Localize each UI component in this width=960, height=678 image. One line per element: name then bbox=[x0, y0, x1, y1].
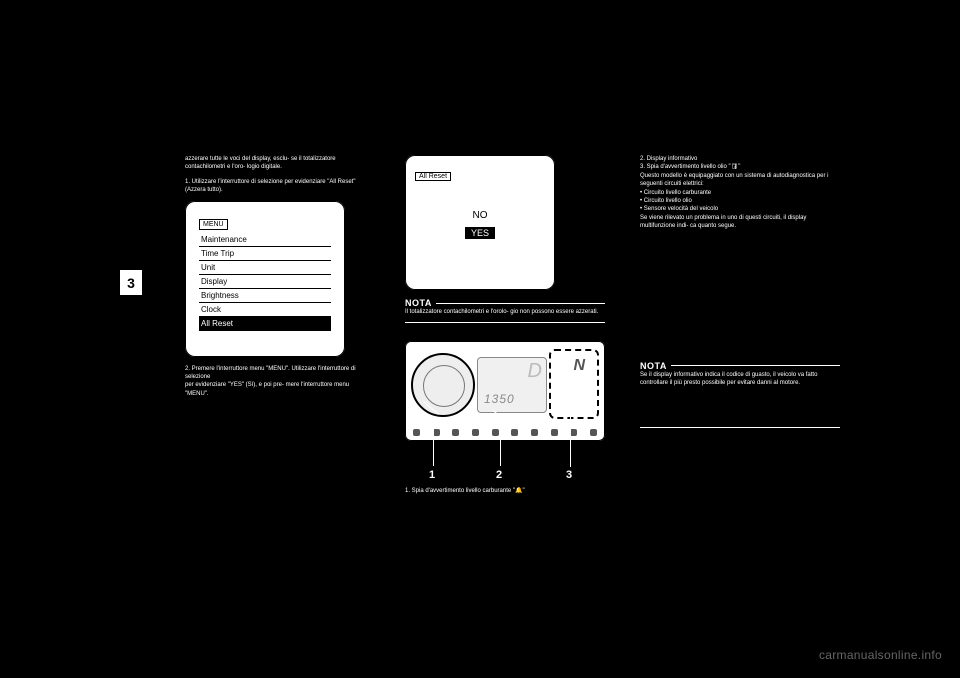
menu-header: MENU bbox=[199, 219, 228, 230]
indicator-icon bbox=[492, 429, 499, 436]
nota-header-1: NOTA bbox=[405, 298, 605, 308]
indicator-icon bbox=[511, 429, 518, 436]
menu-item-display[interactable]: Display bbox=[199, 275, 331, 289]
column-2: All Reset NO YES NOTA Il totalizzatore c… bbox=[405, 155, 605, 441]
indicator-icon bbox=[531, 429, 538, 436]
neutral-indicator: N bbox=[573, 357, 585, 375]
nota-header-2: NOTA bbox=[640, 361, 840, 371]
indicator-icon bbox=[472, 429, 479, 436]
reset-no[interactable]: NO bbox=[405, 210, 555, 221]
nota-label: NOTA bbox=[640, 361, 667, 371]
nota-text-2: Se il display informativo indica il codi… bbox=[640, 371, 840, 388]
indicator-icon bbox=[452, 429, 459, 436]
indicator-icon bbox=[413, 429, 420, 436]
nota-rule bbox=[436, 303, 605, 304]
reset-yes[interactable]: YES bbox=[465, 227, 495, 239]
step-1: 1. Utilizzare l'interruttore di selezion… bbox=[185, 178, 365, 195]
nota-text-1: Il totalizzatore contachilometri e l'oro… bbox=[405, 308, 605, 316]
callout-line-3 bbox=[570, 417, 571, 467]
watermark: carmanualsonline.info bbox=[819, 648, 942, 662]
lcd-display: D 1350 bbox=[477, 357, 547, 413]
nota-rule bbox=[671, 365, 840, 366]
callout-2: 2 bbox=[496, 469, 502, 481]
callout-1: 1 bbox=[429, 469, 435, 481]
step-2b: per evidenziare "YES" (Sì), e poi pre- m… bbox=[185, 381, 365, 398]
menu-panel: MENU Maintenance Time Trip Unit Display … bbox=[185, 201, 345, 357]
figure-caption: 1. Spia d'avvertimento livello carburant… bbox=[405, 487, 605, 494]
reset-panel: All Reset NO YES bbox=[405, 155, 555, 290]
divider bbox=[405, 322, 605, 323]
intro-text: azzerare tutte le voci del display, escl… bbox=[185, 155, 365, 172]
indicator-icon bbox=[551, 429, 558, 436]
nota-label: NOTA bbox=[405, 298, 432, 308]
divider bbox=[640, 427, 840, 428]
indicator-icon bbox=[590, 429, 597, 436]
section-tab: 3 bbox=[120, 270, 142, 295]
dashboard-figure: D 1350 N bbox=[405, 341, 605, 441]
tachometer-gauge bbox=[411, 353, 475, 417]
manual-page: 3 azzerare tutte le voci del display, es… bbox=[0, 0, 960, 678]
menu-item-brightness[interactable]: Brightness bbox=[199, 289, 331, 303]
step-2a: 2. Premere l'interruttore menu "MENU". U… bbox=[185, 365, 365, 382]
indicator-icon bbox=[570, 429, 577, 436]
callout-3: 3 bbox=[566, 469, 572, 481]
dashboard-panel: D 1350 N bbox=[405, 341, 605, 441]
reset-options: NO YES bbox=[405, 210, 555, 239]
column-3: 2. Display informativo 3. Spia d'avverti… bbox=[640, 155, 840, 428]
menu-item-all-reset[interactable]: All Reset bbox=[199, 317, 331, 331]
menu-item-unit[interactable]: Unit bbox=[199, 261, 331, 275]
speed-readout: 1350 bbox=[484, 392, 515, 406]
menu-item-maintenance[interactable]: Maintenance bbox=[199, 233, 331, 247]
column-1: azzerare tutte le voci del display, escl… bbox=[185, 155, 365, 398]
gear-indicator: D bbox=[528, 360, 542, 383]
callout-line-2 bbox=[500, 426, 501, 466]
callout-line-1 bbox=[433, 426, 434, 466]
reset-badge: All Reset bbox=[415, 172, 451, 181]
menu-item-time-trip[interactable]: Time Trip bbox=[199, 247, 331, 261]
legend-text: 2. Display informativo 3. Spia d'avverti… bbox=[640, 155, 840, 231]
menu-item-clock[interactable]: Clock bbox=[199, 303, 331, 317]
